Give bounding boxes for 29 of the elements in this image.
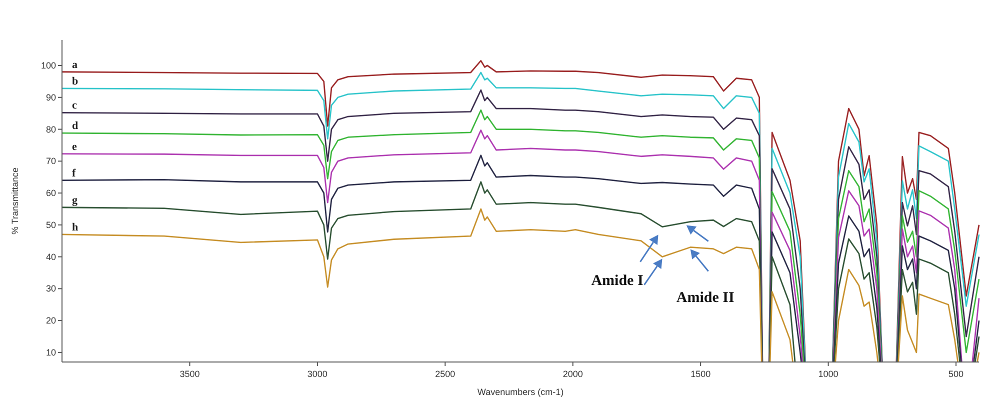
y-tick-label: 100 [40,60,56,71]
y-tick-label: 70 [46,156,56,166]
y-tick-label: 50 [46,220,56,230]
x-tick-label: 2000 [562,369,583,379]
series-label: h [72,221,78,234]
series-label: b [72,75,78,88]
y-tick-label: 20 [46,316,56,326]
annotation: Amide I [591,272,644,289]
x-tick-label: 500 [948,369,964,379]
series-label: c [72,100,77,112]
x-tick-label: 2500 [435,369,456,379]
y-tick-label: 40 [46,252,56,262]
x-tick-label: 3500 [180,369,200,379]
series-label: a [72,58,78,71]
y-tick-label: 80 [46,124,56,134]
x-tick-label: 3000 [307,369,328,379]
series-label: d [72,120,78,132]
y-tick-label: 10 [46,347,56,358]
y-tick-label: 30 [46,284,56,294]
x-axis-title: Wavenumbers (cm-1) [477,387,564,397]
series-label: f [72,167,76,180]
y-axis-title: % Transmittance [10,167,20,235]
y-tick-label: 90 [46,92,56,102]
series-label: e [72,140,77,153]
x-tick-label: 1500 [690,369,711,379]
y-tick-label: 60 [46,188,56,198]
annotation: Amide II [676,290,734,306]
series-label: g [72,194,78,206]
x-tick-label: 1000 [818,369,838,379]
